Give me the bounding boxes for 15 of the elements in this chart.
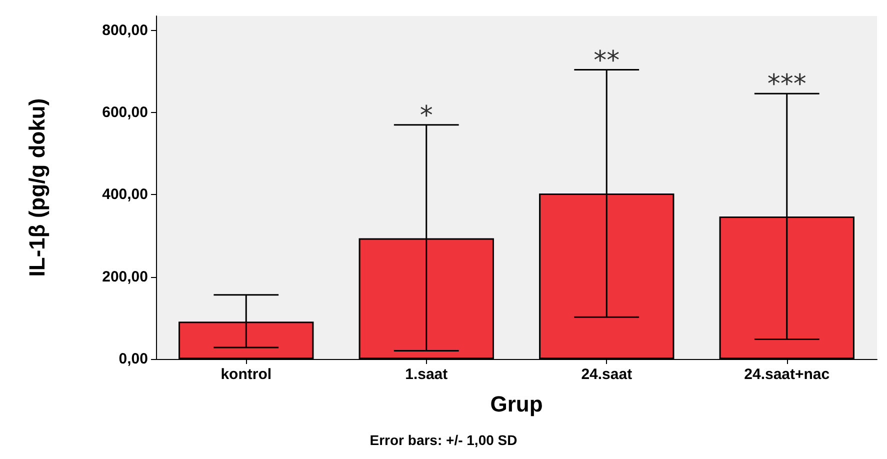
- y-tick-label: 400,00: [102, 186, 148, 204]
- annotation: **: [594, 46, 620, 76]
- y-tick-label: 200,00: [102, 268, 148, 286]
- x-tick-label: 1.saat: [405, 366, 448, 383]
- text: Error bars: +/- 1,00 SD: [370, 432, 518, 448]
- annotation: ***: [767, 70, 806, 100]
- x-tick-label: 24.saat: [581, 366, 632, 383]
- y-tick-label: 600,00: [102, 104, 148, 122]
- annotation: *: [420, 100, 433, 131]
- y-tick-label: 800,00: [102, 22, 148, 39]
- y-tick-label: 0,00: [118, 350, 148, 368]
- y-axis-title: IL-1β (pg/g doku): [24, 98, 50, 277]
- x-tick-label: 24.saat+nac: [744, 366, 830, 383]
- x-axis-title: Grup: [490, 392, 543, 416]
- x-tick-label: kontrol: [220, 366, 272, 383]
